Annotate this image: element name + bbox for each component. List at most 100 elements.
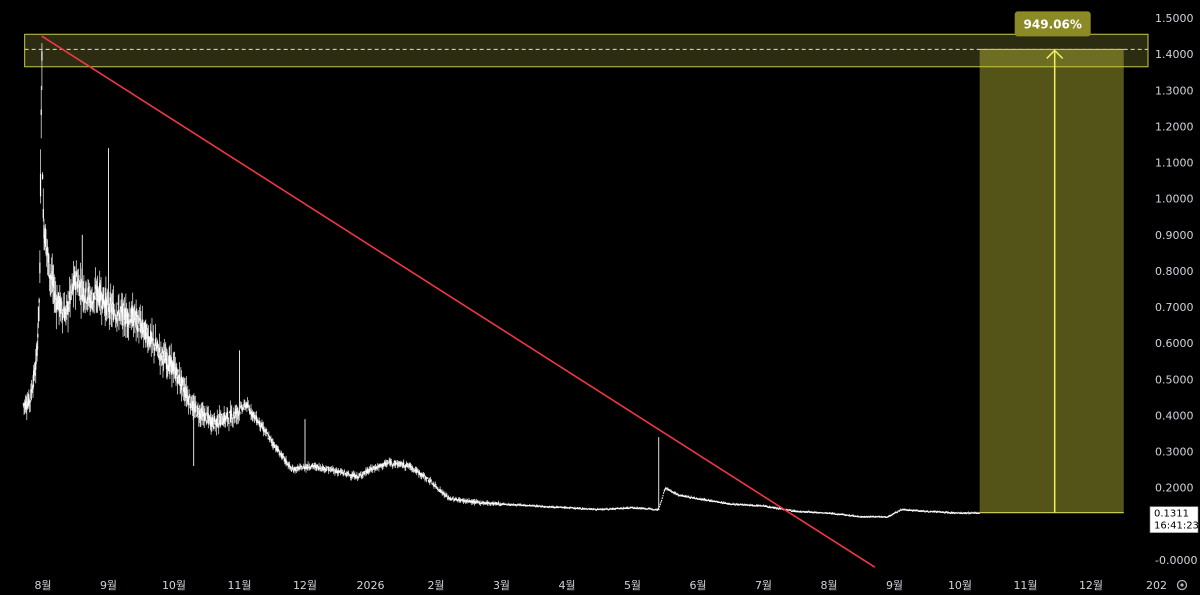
candle-body [533, 505, 535, 507]
candle-body [464, 499, 466, 501]
x-tick-label: 2026 [357, 579, 385, 592]
candle-body [150, 336, 152, 342]
candle-body [533, 505, 535, 507]
candle-body [497, 502, 500, 504]
candle-body [332, 467, 334, 470]
candle-body [760, 505, 762, 507]
candle-body [851, 515, 853, 517]
candle-body [326, 466, 328, 468]
candle-body [181, 377, 183, 386]
candle-body [171, 362, 174, 372]
candle-body [147, 340, 149, 346]
candle-body [354, 474, 356, 479]
candle-body [914, 510, 916, 512]
candle-body [165, 358, 168, 370]
candle-body [581, 508, 584, 510]
candle-body [209, 416, 211, 418]
resistance-zone [24, 33, 1149, 68]
candle-body [368, 469, 370, 472]
candle-body [72, 286, 74, 292]
candle-body [280, 452, 282, 457]
candle-body [451, 497, 454, 500]
candle-body [196, 405, 198, 416]
candle-body [947, 512, 949, 514]
candle-body [353, 474, 355, 477]
candle-body [500, 504, 502, 506]
candle-body [879, 516, 881, 518]
y-tick-label: 0.5000 [1155, 373, 1194, 386]
candle-body [733, 503, 736, 505]
candle-body [356, 476, 359, 479]
candle-body [949, 512, 952, 514]
candle-body [89, 294, 91, 300]
candle-body [337, 470, 339, 474]
candle-body [938, 511, 940, 513]
candle-body [227, 418, 229, 420]
candle-body [816, 512, 818, 514]
candle-body [969, 512, 971, 514]
candle-body [467, 500, 469, 502]
price-axis: 1.5000 1.4000 1.3000 1.2000 1.1000 1.0000 0.90… [1155, 12, 1197, 567]
candle-body [213, 426, 215, 429]
candle-body [37, 333, 39, 338]
candle-body [49, 275, 51, 277]
candle-body [262, 427, 264, 429]
candle-body [524, 504, 526, 506]
candle-body [870, 516, 872, 518]
candle-body [457, 499, 459, 502]
candle-body [382, 465, 384, 467]
candle-body [215, 419, 217, 421]
candle-body [573, 507, 575, 509]
candle-body [396, 463, 398, 465]
candle-body [688, 496, 690, 498]
candle-body [397, 462, 399, 465]
candle-body [765, 505, 767, 507]
candle-body [525, 505, 527, 507]
candle-body [247, 405, 249, 407]
candle-body [658, 509, 660, 511]
candle-body [968, 513, 970, 515]
candle-body [43, 225, 45, 239]
candle-body [958, 512, 960, 514]
candle-body [336, 471, 338, 473]
candle-body [160, 347, 162, 349]
candle-body [869, 516, 871, 518]
candle-body [196, 415, 198, 417]
candle-body [838, 513, 840, 515]
candle-body [304, 467, 306, 469]
candle-body [946, 511, 948, 513]
candle-body [208, 417, 210, 424]
candle-body [699, 498, 701, 500]
candle-body [855, 515, 857, 517]
candle-body [59, 298, 62, 314]
candle-body [682, 495, 684, 497]
candle-body [442, 492, 445, 494]
candle-body [26, 407, 28, 410]
candle-body [778, 507, 780, 509]
candle-body [123, 308, 126, 320]
settings-gear-icon[interactable] [1176, 579, 1188, 591]
candle-body [226, 413, 228, 416]
candle-body [734, 504, 736, 506]
candle-body [321, 466, 323, 470]
candle-body [80, 295, 82, 300]
percent-label: 949.06% [1024, 17, 1082, 31]
candle-body [929, 511, 932, 513]
candle-body [826, 513, 828, 515]
candle-body [162, 359, 164, 366]
candle-body [716, 501, 718, 503]
candle-body [68, 291, 71, 299]
candle-body [960, 512, 962, 514]
candle-body [889, 515, 891, 517]
candle-body [537, 505, 539, 507]
candle-body [108, 303, 110, 312]
candle-body [959, 513, 961, 515]
gear-ring [1176, 579, 1188, 591]
candle-body [449, 497, 451, 500]
candle-body [786, 509, 788, 511]
candle-body [297, 467, 300, 469]
candle-body [603, 508, 606, 510]
candle-body [865, 516, 867, 518]
